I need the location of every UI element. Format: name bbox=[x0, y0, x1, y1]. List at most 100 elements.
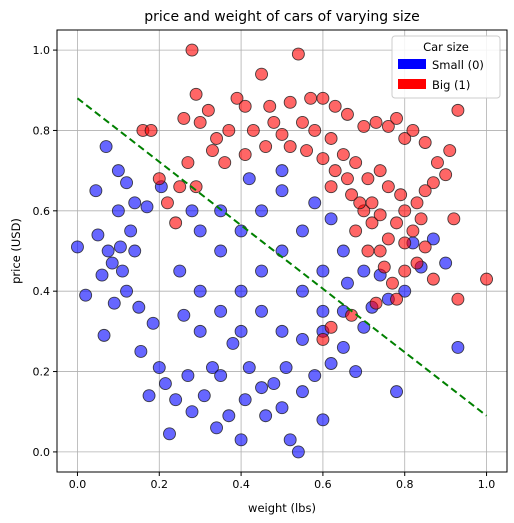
scatter-point-big bbox=[439, 168, 453, 182]
scatter-point-big bbox=[275, 128, 289, 141]
x-tick-label: 0.4 bbox=[232, 478, 250, 491]
scatter-point-big bbox=[308, 124, 322, 137]
legend: Car size Small (0) Big (1) bbox=[391, 35, 501, 99]
scatter-point-big bbox=[263, 99, 277, 113]
y-tick-label: 0.2 bbox=[33, 366, 51, 379]
plot-frame bbox=[56, 29, 508, 473]
y-tick-label: 1.0 bbox=[33, 44, 51, 57]
scatter-point-big bbox=[349, 156, 363, 170]
scatter-point-small bbox=[275, 401, 289, 415]
scatter-point-small bbox=[152, 361, 166, 374]
scatter-point-big bbox=[398, 204, 412, 218]
scatter-point-small bbox=[267, 377, 281, 391]
scatter-point-big bbox=[373, 208, 387, 222]
scatter-point-big bbox=[218, 156, 232, 170]
scatter-point-big bbox=[341, 107, 354, 121]
y-tick-label: 0.6 bbox=[33, 205, 51, 218]
scatter-point-small bbox=[275, 184, 289, 198]
scatter-point-small bbox=[214, 244, 228, 258]
scatter-point-big bbox=[361, 172, 375, 186]
scatter-point-big bbox=[304, 91, 318, 105]
y-tick-label: 0.4 bbox=[33, 285, 51, 298]
scatter-point-small bbox=[234, 433, 248, 447]
scatter-point-big bbox=[189, 87, 203, 101]
scatter-point-small bbox=[316, 264, 330, 278]
scatter-point-big bbox=[296, 115, 309, 129]
scatter-point-small bbox=[142, 389, 156, 403]
scatter-point-small bbox=[255, 264, 268, 278]
scatter-point-big bbox=[361, 244, 375, 258]
scatter-point-big bbox=[152, 172, 166, 186]
scatter-point-small bbox=[259, 409, 273, 423]
x-tick-label: 1.0 bbox=[478, 478, 496, 491]
y-tick-label: 0.8 bbox=[33, 124, 51, 137]
scatter-point-big bbox=[328, 164, 342, 178]
scatter-point-small bbox=[336, 244, 350, 258]
scatter-point-big bbox=[394, 188, 408, 202]
scatter-point-big bbox=[173, 180, 187, 194]
scatter-point-small bbox=[390, 385, 403, 399]
legend-title: Car size bbox=[423, 40, 469, 54]
scatter-point-small bbox=[214, 304, 228, 318]
scatter-point-small bbox=[128, 244, 142, 258]
scatter-point-small bbox=[242, 361, 256, 374]
scatter-point-small bbox=[296, 224, 309, 238]
scatter-point-big bbox=[365, 216, 379, 230]
scatter-point-small bbox=[291, 445, 305, 459]
scatter-point-big bbox=[357, 119, 371, 133]
scatter-point-small bbox=[173, 264, 187, 278]
scatter-point-small bbox=[234, 284, 248, 298]
scatter-point-big bbox=[480, 272, 493, 286]
scatter-point-small bbox=[71, 240, 84, 254]
scatter-point-big bbox=[426, 176, 440, 190]
legend-label-big: Big (1) bbox=[432, 78, 470, 92]
scatter-point-small bbox=[255, 381, 268, 395]
scatter-point-big bbox=[324, 132, 338, 145]
scatter-point-small bbox=[308, 196, 322, 210]
scatter-point-big bbox=[324, 180, 338, 194]
scatter-point-big bbox=[267, 115, 281, 129]
scatter-point-small bbox=[324, 357, 338, 370]
scatter-point-big bbox=[373, 244, 387, 258]
scatter-point-small bbox=[357, 264, 371, 278]
scatter-point-small bbox=[134, 345, 148, 358]
scatter-point-small bbox=[341, 276, 354, 290]
scatter-point-small bbox=[111, 164, 125, 178]
scatter-point-big bbox=[161, 196, 174, 210]
scatter-point-small bbox=[193, 324, 207, 338]
scatter-point-big bbox=[316, 332, 330, 346]
scatter-point-small bbox=[177, 308, 191, 322]
scatter-point-big bbox=[345, 188, 358, 202]
scatter-points bbox=[71, 43, 493, 459]
scatter-point-big bbox=[316, 152, 330, 166]
x-tick-label: 0.0 bbox=[69, 478, 87, 491]
scatter-point-small bbox=[226, 336, 240, 350]
scatter-point-small bbox=[296, 284, 309, 298]
scatter-point-big bbox=[185, 43, 199, 57]
scatter-point-small bbox=[181, 369, 195, 383]
scatter-point-big bbox=[316, 91, 330, 105]
scatter-point-big bbox=[398, 264, 412, 278]
scatter-point-big bbox=[300, 144, 313, 157]
scatter-point-big bbox=[283, 95, 297, 109]
scatter-point-small bbox=[97, 328, 111, 342]
scatter-point-big bbox=[447, 212, 461, 226]
scatter-point-small bbox=[89, 184, 103, 198]
scatter-point-big bbox=[283, 140, 297, 153]
scatter-point-big bbox=[398, 236, 412, 250]
legend-label-small: Small (0) bbox=[432, 58, 484, 72]
scatter-point-big bbox=[369, 296, 383, 310]
scatter-point-big bbox=[336, 148, 350, 162]
scatter-point-big bbox=[386, 276, 399, 290]
scatter-point-small bbox=[255, 304, 268, 318]
scatter-point-small bbox=[275, 324, 289, 338]
scatter-point-big bbox=[144, 124, 158, 137]
scatter-point-big bbox=[206, 144, 219, 157]
scatter-point-small bbox=[234, 324, 248, 338]
scatter-point-big bbox=[418, 136, 432, 149]
legend-swatch-small bbox=[398, 59, 426, 69]
scatter-point-big bbox=[443, 144, 457, 157]
scatter-point-small bbox=[316, 304, 330, 318]
scatter-point-big bbox=[410, 256, 424, 270]
